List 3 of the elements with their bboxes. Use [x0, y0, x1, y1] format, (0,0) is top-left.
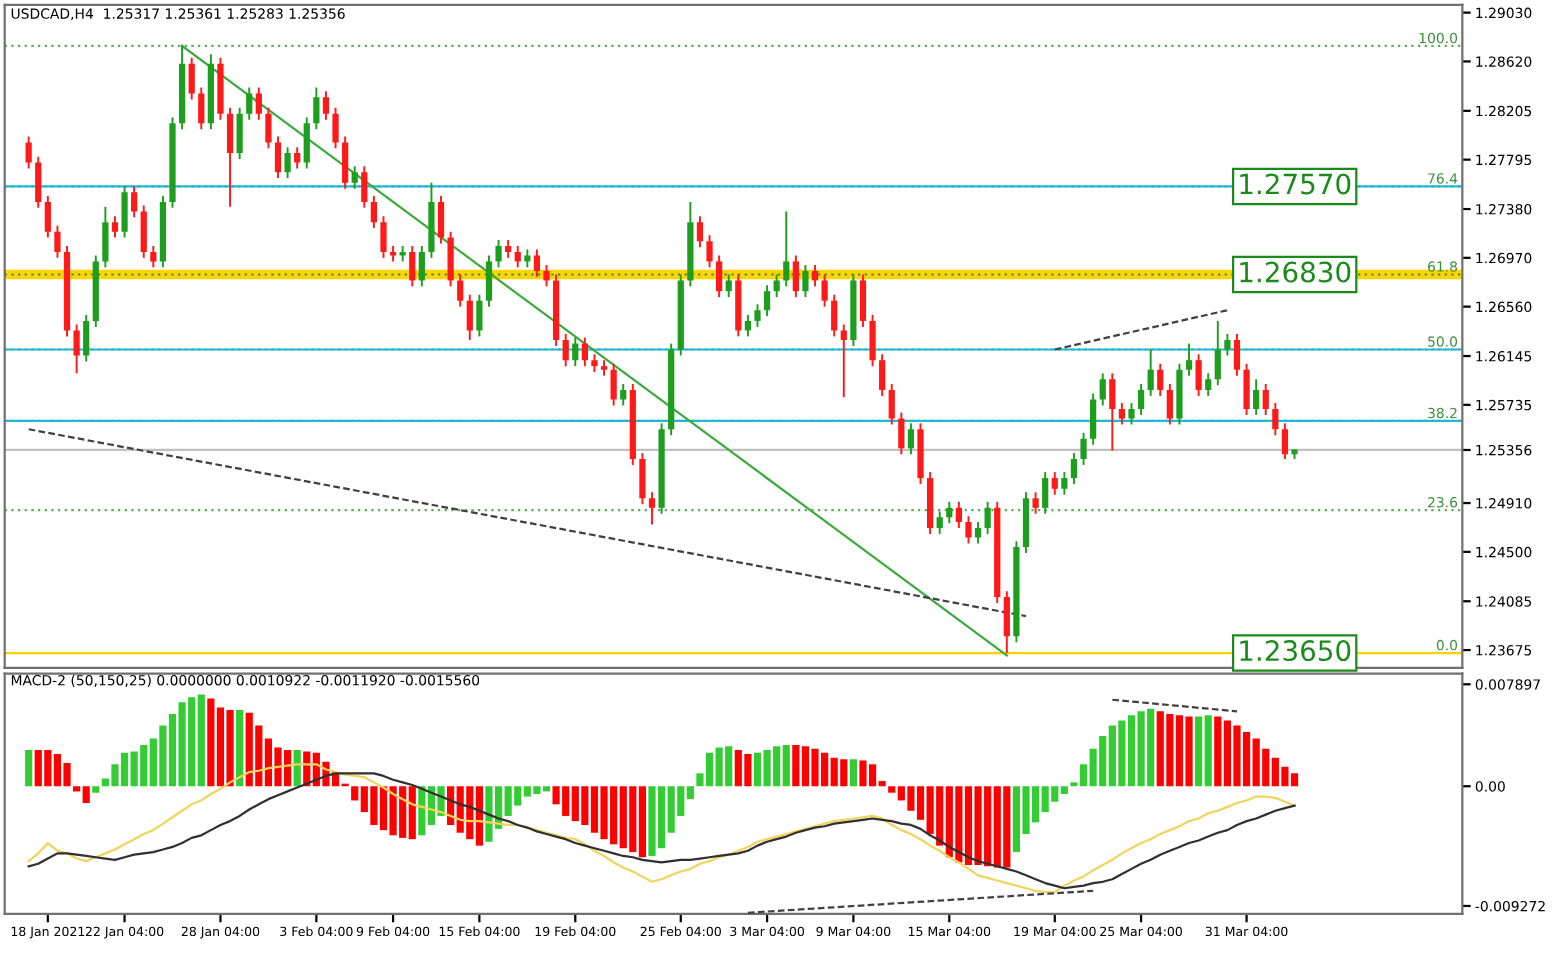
ref-line-label: 1.26830: [1240, 261, 1351, 283]
ref-line-label: 1.23650: [1240, 640, 1351, 662]
ref-line-label: 1.27570: [1240, 173, 1351, 195]
